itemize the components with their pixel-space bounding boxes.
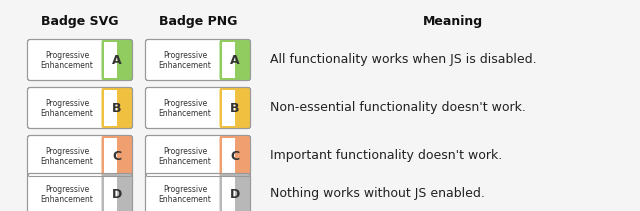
Bar <box>104 90 117 126</box>
Text: B: B <box>230 101 240 115</box>
FancyBboxPatch shape <box>220 88 250 128</box>
Text: Progressive: Progressive <box>163 147 207 157</box>
Bar <box>104 176 117 211</box>
Text: Progressive: Progressive <box>163 100 207 108</box>
Text: Enhancement: Enhancement <box>159 108 211 118</box>
Text: Important functionality doesn't work.: Important functionality doesn't work. <box>270 150 502 162</box>
FancyBboxPatch shape <box>28 135 132 176</box>
FancyBboxPatch shape <box>102 173 132 211</box>
Text: Meaning: Meaning <box>422 15 483 28</box>
Text: Progressive: Progressive <box>163 185 207 195</box>
Text: All functionality works when JS is disabled.: All functionality works when JS is disab… <box>270 54 536 66</box>
FancyBboxPatch shape <box>145 39 250 81</box>
FancyBboxPatch shape <box>145 173 250 211</box>
FancyBboxPatch shape <box>102 39 132 81</box>
Text: Progressive: Progressive <box>45 185 89 195</box>
Text: Enhancement: Enhancement <box>159 195 211 203</box>
Text: C: C <box>113 150 122 162</box>
FancyBboxPatch shape <box>102 88 132 128</box>
Bar <box>222 90 235 126</box>
Text: Enhancement: Enhancement <box>40 195 93 203</box>
FancyBboxPatch shape <box>145 135 250 176</box>
Text: Progressive: Progressive <box>45 51 89 61</box>
Text: Badge PNG: Badge PNG <box>159 15 237 28</box>
Text: Enhancement: Enhancement <box>40 61 93 69</box>
Text: Badge SVG: Badge SVG <box>41 15 119 28</box>
Bar <box>222 138 235 174</box>
FancyBboxPatch shape <box>220 39 250 81</box>
Bar <box>222 176 235 211</box>
FancyBboxPatch shape <box>28 173 132 211</box>
FancyBboxPatch shape <box>28 88 132 128</box>
Text: Enhancement: Enhancement <box>40 108 93 118</box>
FancyBboxPatch shape <box>220 135 250 176</box>
Text: Progressive: Progressive <box>163 51 207 61</box>
FancyBboxPatch shape <box>145 88 250 128</box>
Text: Progressive: Progressive <box>45 147 89 157</box>
Text: C: C <box>230 150 239 162</box>
Text: A: A <box>230 54 240 66</box>
FancyBboxPatch shape <box>102 135 132 176</box>
Text: Enhancement: Enhancement <box>159 61 211 69</box>
Text: A: A <box>112 54 122 66</box>
Bar <box>222 42 235 78</box>
Text: Progressive: Progressive <box>45 100 89 108</box>
Text: Non-essential functionality doesn't work.: Non-essential functionality doesn't work… <box>270 101 526 115</box>
Text: Enhancement: Enhancement <box>40 157 93 165</box>
FancyBboxPatch shape <box>28 39 132 81</box>
Text: B: B <box>112 101 122 115</box>
FancyBboxPatch shape <box>220 173 250 211</box>
Text: D: D <box>230 188 240 200</box>
Text: Enhancement: Enhancement <box>159 157 211 165</box>
Text: Nothing works without JS enabled.: Nothing works without JS enabled. <box>270 188 485 200</box>
Bar <box>104 42 117 78</box>
Text: D: D <box>112 188 122 200</box>
Bar <box>104 138 117 174</box>
